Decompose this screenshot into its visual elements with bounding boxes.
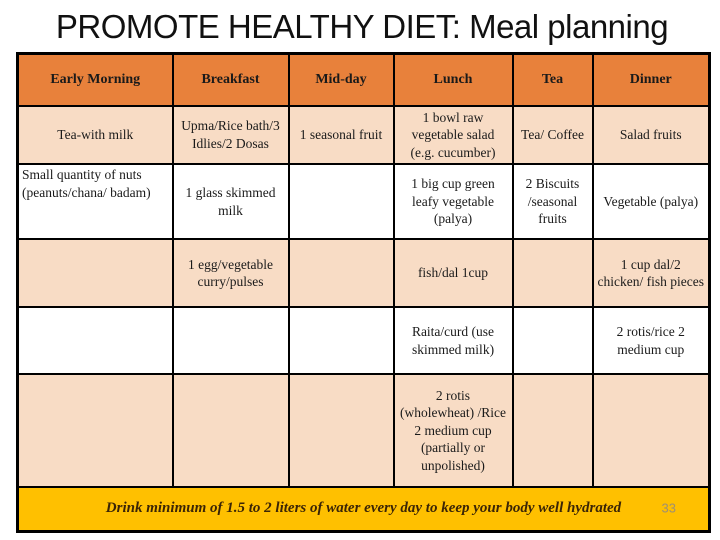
table-row: 1 egg/vegetable curry/pulses fish/dal 1c… <box>16 238 711 309</box>
column-header-early-morning: Early Morning <box>16 52 174 107</box>
cell-lunch: 1 big cup green leafy vegetable (palya) <box>392 163 514 241</box>
meal-planning-table: Early Morning Breakfast Mid-day Lunch Te… <box>16 52 711 533</box>
cell-dinner: 2 rotis/rice 2 medium cup <box>591 306 711 376</box>
column-header-lunch: Lunch <box>392 52 514 107</box>
cell-dinner <box>591 373 711 489</box>
cell-mid-day <box>287 373 395 489</box>
cell-tea <box>511 306 594 376</box>
cell-early-morning: Tea-with milk <box>16 104 174 166</box>
cell-early-morning: Small quantity of nuts (peanuts/chana/ b… <box>16 163 174 241</box>
cell-early-morning <box>16 238 174 309</box>
cell-dinner: Vegetable (palya) <box>591 163 711 241</box>
footer-row: Drink minimum of 1.5 to 2 liters of wate… <box>16 486 711 533</box>
cell-breakfast: 1 egg/vegetable curry/pulses <box>171 238 290 309</box>
cell-tea: 2 Biscuits /seasonal fruits <box>511 163 594 241</box>
cell-early-morning <box>16 373 174 489</box>
cell-mid-day <box>287 163 395 241</box>
table-row: Tea-with milk Upma/Rice bath/3 Idlies/2 … <box>16 104 711 166</box>
cell-tea: Tea/ Coffee <box>511 104 594 166</box>
column-header-breakfast: Breakfast <box>171 52 290 107</box>
page-title: PROMOTE HEALTHY DIET: Meal planning <box>55 8 669 45</box>
cell-tea <box>511 238 594 309</box>
cell-lunch: 2 rotis (wholewheat) /Rice 2 medium cup … <box>392 373 514 489</box>
table-header-row: Early Morning Breakfast Mid-day Lunch Te… <box>16 52 711 107</box>
table-row: Raita/curd (use skimmed milk) 2 rotis/ri… <box>16 306 711 376</box>
slide: PROMOTE HEALTHY DIET: Meal planning Earl… <box>0 8 720 540</box>
cell-breakfast: Upma/Rice bath/3 Idlies/2 Dosas <box>171 104 290 166</box>
cell-mid-day: 1 seasonal fruit <box>287 104 395 166</box>
table-row: 2 rotis (wholewheat) /Rice 2 medium cup … <box>16 373 711 489</box>
column-header-tea: Tea <box>511 52 594 107</box>
cell-lunch: fish/dal 1cup <box>392 238 514 309</box>
cell-tea <box>511 373 594 489</box>
column-header-mid-day: Mid-day <box>287 52 395 107</box>
cell-breakfast <box>171 306 290 376</box>
footer-note: Drink minimum of 1.5 to 2 liters of wate… <box>105 500 622 517</box>
cell-lunch: 1 bowl raw vegetable salad (e.g. cucumbe… <box>392 104 514 166</box>
cell-mid-day <box>287 238 395 309</box>
column-header-dinner: Dinner <box>591 52 711 107</box>
cell-early-morning <box>16 306 174 376</box>
cell-lunch: Raita/curd (use skimmed milk) <box>392 306 514 376</box>
page-number: 33 <box>661 500 676 516</box>
cell-breakfast <box>171 373 290 489</box>
footer-note-cell: Drink minimum of 1.5 to 2 liters of wate… <box>16 486 711 533</box>
cell-mid-day <box>287 306 395 376</box>
cell-dinner: 1 cup dal/2 chicken/ fish pieces <box>591 238 711 309</box>
cell-breakfast: 1 glass skimmed milk <box>171 163 290 241</box>
table-row: Small quantity of nuts (peanuts/chana/ b… <box>16 163 711 241</box>
cell-dinner: Salad fruits <box>591 104 711 166</box>
